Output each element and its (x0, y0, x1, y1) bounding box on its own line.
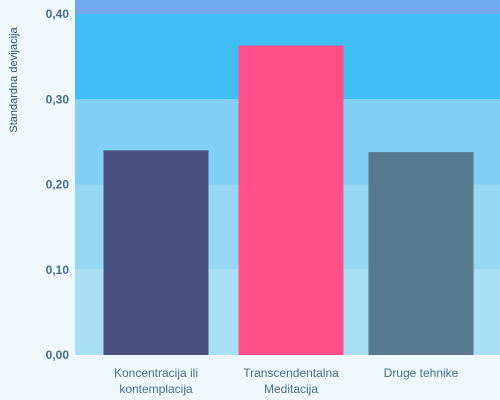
x-axis-labels: Koncentracija ili kontemplacija Transcende… (114, 366, 459, 396)
y-tick-label-1: 0,10 (46, 263, 70, 277)
y-tick-label-2: 0,20 (46, 178, 70, 192)
x-tick-label-2: Druge tehnike (384, 366, 459, 380)
y-tick-label-4: 0,40 (46, 7, 70, 21)
y-tick-label-0: 0,00 (46, 348, 70, 362)
y-axis-title: Standardna devijacija (8, 27, 20, 133)
bar-0 (103, 150, 209, 355)
y-tick-label-3: 0,30 (46, 92, 70, 106)
x-tick-label-1: Transcendentalna Meditacija (243, 366, 339, 396)
bar-1 (238, 45, 344, 355)
band-4 (75, 0, 500, 14)
y-axis-ticks: 0,00 0,10 0,20 0,30 0,40 (46, 7, 70, 362)
x-tick-label-0: Koncentracija ili kontemplacija (114, 366, 198, 396)
bar-2 (368, 152, 474, 355)
bars (103, 45, 474, 355)
